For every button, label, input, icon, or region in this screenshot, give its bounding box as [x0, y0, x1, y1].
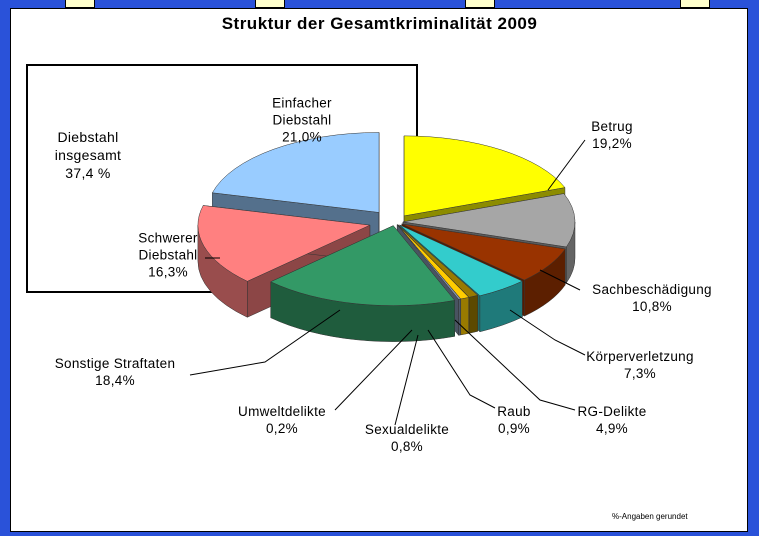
- slice-value: 0,8%: [391, 439, 423, 454]
- slice-name: Schwerer Diebstahl: [138, 230, 198, 263]
- slice: [397, 224, 479, 298]
- slice-value: 10,8%: [632, 299, 672, 314]
- slice-label: Sachbeschädigung 10,8%: [592, 281, 712, 315]
- leader-line: [394, 334, 419, 426]
- slice-name: RG-Delikte: [577, 404, 647, 419]
- slice-name: Körperverletzung: [586, 349, 694, 364]
- slice: [399, 224, 523, 297]
- slice-value: 16,3%: [148, 264, 188, 280]
- slice-name: Raub: [497, 404, 531, 419]
- slice-label: Raub 0,9%: [497, 403, 530, 437]
- chart-title: Struktur der Gesamtkriminalität 2009: [221, 14, 538, 33]
- slice-label: RG-Delikte 4,9%: [577, 403, 646, 437]
- leader-line: [454, 319, 576, 411]
- leader-line: [427, 329, 496, 409]
- slice-value: 0,2%: [266, 421, 298, 436]
- slice-name: Sachbeschädigung: [592, 282, 712, 297]
- slice-value: 7,3%: [624, 366, 656, 381]
- leader-line: [509, 309, 586, 356]
- slice-value: 19,2%: [592, 136, 632, 151]
- slice-value: 18,4%: [95, 373, 135, 388]
- slice-name: Betrug: [591, 119, 633, 134]
- slice-name: Sexualdelikte: [364, 422, 450, 437]
- slice-label: Einfacher Diebstahl 21,0%: [262, 95, 342, 146]
- annotation-value: 37,4 %: [65, 165, 111, 181]
- slice: [401, 223, 566, 281]
- slice-label: Körperverletzung 7,3%: [586, 348, 694, 382]
- tab: [465, 0, 495, 8]
- leader-line: [334, 329, 413, 411]
- slice-label: Schwerer Diebstahl 16,3%: [128, 230, 208, 281]
- slice: [396, 224, 462, 300]
- slice-value: 21,0%: [282, 129, 322, 145]
- leader-line: [539, 269, 581, 291]
- slice-label: Umweltdelikte 0,2%: [238, 403, 326, 437]
- pie-tops: [197, 132, 576, 306]
- slice-label: Sonstige Straftaten 18,4%: [55, 355, 176, 389]
- slice: [270, 225, 456, 306]
- tab: [65, 0, 95, 8]
- slice-side: [468, 294, 479, 334]
- slice-label: Betrug 19,2%: [591, 118, 633, 152]
- tab: [680, 0, 710, 8]
- slice-value: 0,9%: [498, 421, 530, 436]
- tab: [255, 0, 285, 8]
- annotation-text: Diebstahl insgesamt: [54, 129, 122, 163]
- slice: [402, 193, 576, 248]
- slice-name: Einfacher Diebstahl: [272, 95, 332, 128]
- leader-line: [547, 139, 586, 191]
- slice-name: Umweltdelikte: [238, 404, 326, 419]
- leader-line: [189, 309, 341, 376]
- slice: [197, 205, 371, 282]
- slice-side: [458, 298, 461, 336]
- slice-name: Sonstige Straftaten: [54, 356, 176, 371]
- annotation: Diebstahl insgesamt 37,4 %: [43, 128, 133, 182]
- slice: [211, 132, 380, 213]
- slice-label: Sexualdelikte 0,8%: [365, 421, 449, 455]
- slice-value: 4,9%: [596, 421, 628, 436]
- note: %-Angaben gerundet: [612, 512, 688, 521]
